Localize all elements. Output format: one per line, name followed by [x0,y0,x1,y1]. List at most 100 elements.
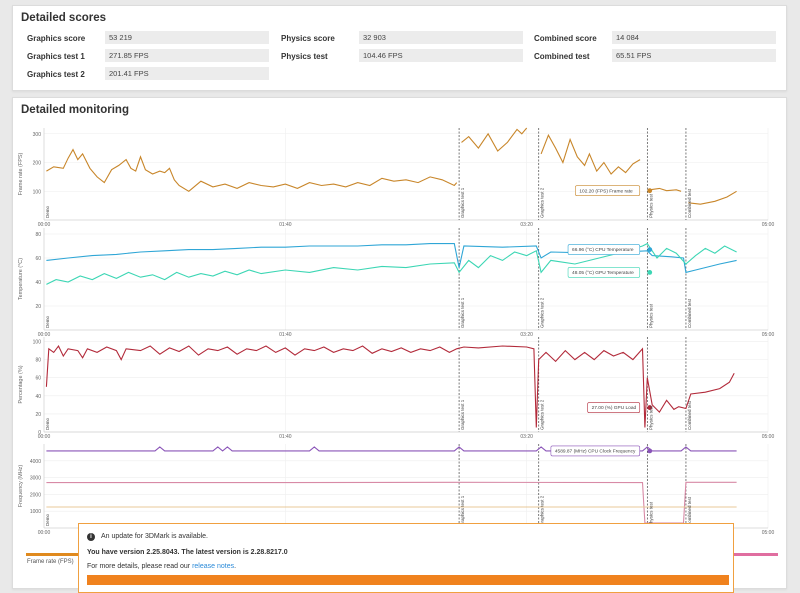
combined-test-value: 65.51 FPS [612,49,776,62]
annotation-label: 48.05 (°C) GPU Temperature [572,270,634,276]
y-tick-label: 60 [35,376,41,382]
y-tick-label: 0 [38,430,41,436]
phase-label: Demo [45,205,50,218]
graphics-test2-value: 201.41 FPS [105,67,269,80]
chart-3 [43,337,769,433]
annotation-marker [647,247,653,253]
graphics-score-value: 53 219 [105,31,269,44]
series-line [46,243,737,274]
series-line [540,133,641,175]
x-tick-label: 00:00 [38,222,51,228]
chart-2 [43,228,769,331]
graphics-score-label: Graphics score [27,34,86,43]
annotation-box [567,267,641,278]
y-axis-label: Frame rate (FPS) [18,152,24,195]
chart-4 [43,444,769,529]
y-tick-label: 40 [35,394,41,400]
phase-label: Physics test [648,303,653,328]
y-tick-label: 80 [35,358,41,364]
phase-label: Combined test [687,298,692,328]
x-tick-label: 03:20 [520,332,533,338]
series-line [649,187,682,192]
scores-title: Detailed scores [21,12,107,24]
phase-label: Demo [45,315,50,328]
y-tick-label: 100 [33,340,42,346]
physics-test-label: Physics test [281,52,328,61]
phase-label: Graphics test 2 [540,399,545,430]
physics-test-value: 104.46 FPS [359,49,523,62]
x-tick-label: 05:00 [762,332,775,338]
y-tick-label: 60 [35,256,41,262]
phase-label: Demo [45,417,50,430]
x-tick-label: 00:00 [38,434,51,440]
series-line [46,242,737,285]
graphics-test1-label: Graphics test 1 [27,52,85,61]
phase-label: Graphics test 1 [460,399,465,430]
annotation-marker [647,405,653,410]
x-tick-label: 00:00 [38,530,51,536]
series-line [688,190,737,205]
x-tick-label: 05:00 [762,530,775,536]
y-axis-label: Percentage (%) [18,365,24,403]
phase-label: Graphics test 2 [540,495,545,526]
frame-rate-legend-label: Frame rate (FPS) [27,559,74,565]
series-line [46,148,458,192]
y-axis-label: Frequency (MHz) [18,465,24,508]
phase-label: Graphics test 1 [460,495,465,526]
y-tick-label: 20 [35,304,41,310]
combined-test-label: Combined test [534,52,590,61]
notification-details-suffix: . [234,563,237,570]
series-line [46,481,737,524]
phase-label: Physics test [648,501,653,526]
combined-score-label: Combined score [534,34,597,43]
x-tick-label: 03:20 [520,222,533,228]
annotation-box [567,244,641,255]
phase-label: Physics test [648,193,653,218]
annotation-marker [647,448,653,454]
y-tick-label: 4000 [30,459,41,465]
annotation-label: 66.96 (°C) CPU Temperature [572,247,634,253]
phase-label: Combined test [687,496,692,526]
download-update-button[interactable] [87,575,729,585]
phase-label: Graphics test 2 [540,297,545,328]
y-axis-label: Temperature (°C) [18,258,24,300]
combined-score-value: 14 084 [612,31,776,44]
release-notes-link[interactable]: release notes [192,563,235,570]
graphics-test2-label: Graphics test 2 [27,70,85,79]
annotation-label: 102.20 (FPS) Frame rate [579,188,633,194]
annotation-marker [647,270,653,275]
y-tick-label: 200 [33,161,42,167]
series-line [461,127,528,152]
y-tick-label: 300 [33,132,42,138]
series-line [46,446,737,452]
monitoring-title: Detailed monitoring [21,104,129,116]
annotation-marker [647,188,653,194]
annotation-box [575,185,641,196]
update-notification: i An update for 3DMark is available. You… [78,523,734,593]
phase-label: Demo [45,513,50,526]
y-tick-label: 3000 [30,476,41,482]
phase-label: Graphics test 1 [460,297,465,328]
annotation-label: 4589.87 (MHz) CPU Clock Frequency [555,448,636,454]
frame-rate-legend-swatch[interactable] [26,553,78,556]
y-tick-label: 20 [35,412,41,418]
y-tick-label: 2000 [30,492,41,498]
annotation-box [550,445,641,457]
y-tick-label: 100 [33,189,42,195]
series-legend-swatch[interactable] [734,553,778,556]
phase-label: Graphics test 1 [460,187,465,218]
phase-label: Physics test [648,405,653,430]
detailed-scores-panel: Detailed scores Graphics score 53 219 Gr… [12,5,787,91]
x-tick-label: 03:20 [520,434,533,440]
x-tick-label: 01:40 [279,434,292,440]
series-line [45,344,735,428]
notification-details: For more details, please read our releas… [87,563,236,570]
phase-label: Combined test [687,400,692,430]
annotation-label: 27.00 (%) GPU Load [592,405,637,411]
x-tick-label: 00:00 [38,332,51,338]
x-tick-label: 01:40 [279,332,292,338]
phase-label: Graphics test 2 [540,187,545,218]
y-tick-label: 1000 [30,509,41,515]
info-icon: i [87,533,95,541]
